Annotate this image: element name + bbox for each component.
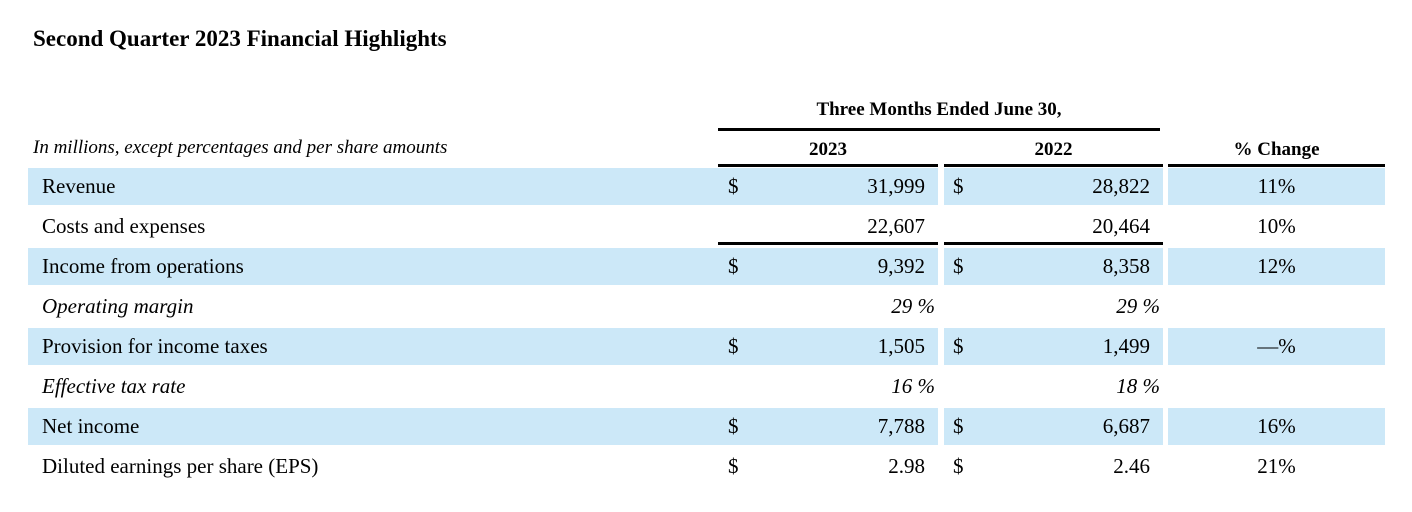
table-row: Effective tax rate 16 % 18 % (28, 368, 1385, 405)
column-gap (938, 208, 944, 245)
cell-2022: $1,499 (944, 328, 1163, 365)
cell-2023: 22,607 (718, 208, 938, 245)
cell-2023: 29 % (718, 288, 938, 325)
currency-symbol: $ (728, 174, 739, 198)
column-gap (938, 368, 944, 405)
row-label: Effective tax rate (42, 374, 186, 398)
column-gap (938, 448, 944, 485)
row-label: Provision for income taxes (28, 328, 718, 365)
row-label: Operating margin (42, 294, 194, 318)
table-row: Operating margin 29 % 29 % (28, 288, 1385, 325)
column-gap (1163, 168, 1168, 205)
currency-symbol: $ (953, 174, 964, 198)
cell-value: 1,505 (877, 334, 925, 358)
currency-symbol: $ (728, 334, 739, 358)
cell-value: 31,999 (867, 174, 925, 198)
cell-value: 2.46 (1113, 454, 1150, 478)
cell-value: 29 % (891, 294, 935, 318)
change-value: 12% (1168, 248, 1385, 285)
currency-symbol: $ (953, 454, 964, 478)
column-gap (938, 328, 944, 365)
cell-value: 28,822 (1092, 174, 1150, 198)
col-header-2023: 2023 (718, 136, 938, 167)
change-value (1168, 288, 1385, 325)
column-gap (1163, 408, 1168, 445)
change-value: —% (1168, 328, 1385, 365)
cell-value: 1,499 (1102, 334, 1150, 358)
column-gap (938, 288, 944, 325)
column-gap (1163, 448, 1168, 485)
row-label: Income from operations (28, 248, 718, 285)
currency-symbol: $ (953, 414, 964, 438)
cell-value: 9,392 (877, 254, 925, 278)
cell-2022: $2.46 (944, 448, 1163, 485)
cell-2023: $31,999 (718, 168, 938, 205)
cell-2023: $1,505 (718, 328, 938, 365)
cell-value: 18 % (1116, 374, 1160, 398)
cell-value: 8,358 (1102, 254, 1150, 278)
cell-value: 2.98 (888, 454, 925, 478)
cell-2023: $9,392 (718, 248, 938, 285)
cell-2022: $8,358 (944, 248, 1163, 285)
cell-value: 22,607 (867, 214, 925, 238)
cell-2022: $6,687 (944, 408, 1163, 445)
cell-value: 6,687 (1102, 414, 1150, 438)
change-value: 11% (1168, 168, 1385, 205)
change-value (1168, 368, 1385, 405)
currency-symbol: $ (728, 454, 739, 478)
row-label: Costs and expenses (42, 214, 206, 238)
column-gap (938, 408, 944, 445)
table-row: Diluted earnings per share (EPS) $2.98 $… (28, 448, 1385, 485)
period-header: Three Months Ended June 30, (718, 96, 1160, 131)
cell-2022: 18 % (944, 368, 1163, 405)
page-title: Second Quarter 2023 Financial Highlights (33, 26, 447, 51)
currency-symbol: $ (728, 254, 739, 278)
change-value: 21% (1257, 454, 1296, 478)
table-row: Provision for income taxes $1,505 $1,499… (28, 328, 1385, 365)
column-gap (1163, 248, 1168, 285)
currency-symbol: $ (728, 414, 739, 438)
change-value: 16% (1168, 408, 1385, 445)
financial-highlights-table: Revenue $31,999 $28,822 11% Costs and ex… (28, 168, 1385, 488)
cell-value: 20,464 (1092, 214, 1150, 238)
row-label: Revenue (28, 168, 718, 205)
cell-2023: $2.98 (718, 448, 938, 485)
change-value: 10% (1257, 214, 1296, 238)
table-row: Revenue $31,999 $28,822 11% (28, 168, 1385, 205)
cell-2022: $28,822 (944, 168, 1163, 205)
cell-value: 29 % (1116, 294, 1160, 318)
cell-value: 7,788 (877, 414, 925, 438)
cell-2022: 29 % (944, 288, 1163, 325)
column-gap (1163, 208, 1168, 245)
row-label: Diluted earnings per share (EPS) (42, 454, 319, 478)
table-row: Costs and expenses 22,607 20,464 10% (28, 208, 1385, 245)
currency-symbol: $ (953, 254, 964, 278)
table-row: Net income $7,788 $6,687 16% (28, 408, 1385, 445)
column-gap (1163, 328, 1168, 365)
table-note: In millions, except percentages and per … (33, 137, 448, 158)
column-gap (938, 248, 944, 285)
row-label: Net income (28, 408, 718, 445)
cell-2022: 20,464 (944, 208, 1163, 245)
col-header-change: % Change (1168, 136, 1385, 167)
cell-2023: $7,788 (718, 408, 938, 445)
column-gap (1163, 368, 1168, 405)
column-gap (1163, 288, 1168, 325)
cell-value: 16 % (891, 374, 935, 398)
cell-2023: 16 % (718, 368, 938, 405)
currency-symbol: $ (953, 334, 964, 358)
table-row: Income from operations $9,392 $8,358 12% (28, 248, 1385, 285)
column-gap (938, 168, 944, 205)
col-header-2022: 2022 (944, 136, 1163, 167)
